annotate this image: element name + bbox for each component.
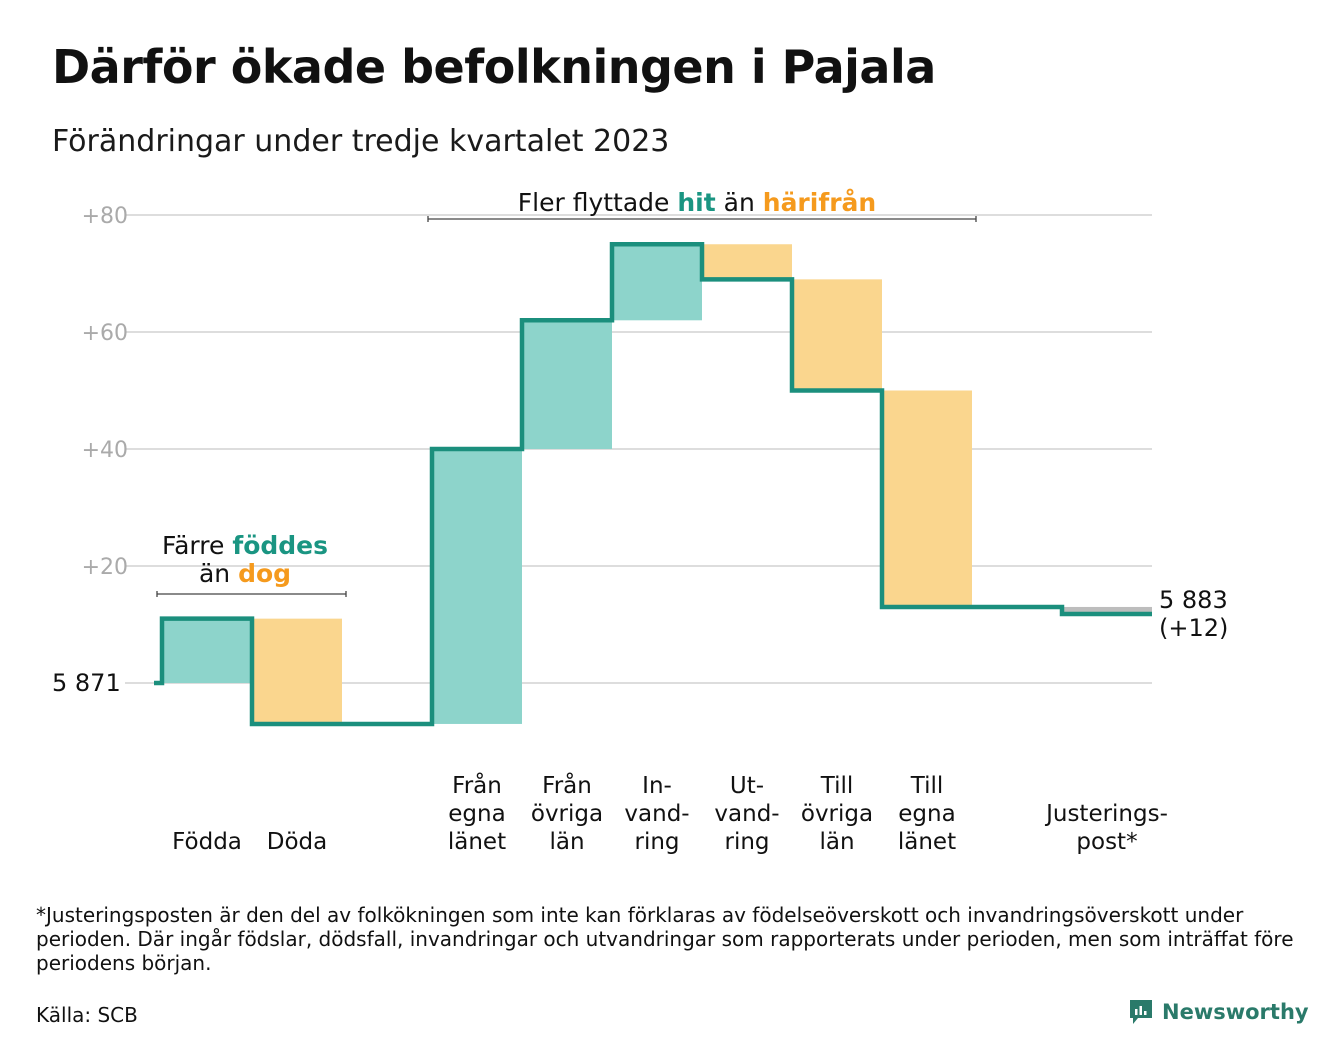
footnote: *Justeringsposten är den del av folkökni… bbox=[36, 903, 1294, 975]
births-annotation-line1: Färre föddes bbox=[162, 531, 328, 560]
waterfall-bar bbox=[1062, 606, 1152, 614]
y-tick-label: +40 bbox=[82, 438, 128, 463]
newsworthy-logo-icon bbox=[1130, 1000, 1152, 1024]
y-tick-label: +80 bbox=[82, 204, 128, 229]
category-label: Födda bbox=[172, 829, 242, 855]
population-step-line bbox=[154, 242, 1152, 727]
waterfall-bar bbox=[522, 320, 612, 449]
line-layer bbox=[154, 242, 1152, 727]
waterfall-bar bbox=[252, 618, 342, 724]
category-label: Till egna länet bbox=[898, 773, 956, 855]
category-label: Från egna länet bbox=[448, 771, 506, 855]
migration-annotation: Fler flyttade hit än härifrån bbox=[518, 188, 876, 217]
waterfall-chart: +20 +40 +60 +80 Födda Döda Från egna länet Från ö… bbox=[52, 188, 1228, 855]
bar-layer bbox=[162, 244, 1152, 724]
category-label: In-vand-ring bbox=[624, 773, 689, 855]
chart-subtitle: Förändringar under tredje kvartalet 2023 bbox=[52, 124, 670, 159]
waterfall-bar bbox=[162, 618, 252, 683]
end-value-label: 5 883 bbox=[1159, 586, 1228, 614]
waterfall-bar bbox=[702, 244, 792, 280]
chart-title: Därför ökade befolkningen i Pajala bbox=[52, 40, 936, 94]
waterfall-bar bbox=[432, 449, 522, 724]
label-layer: Födda Döda Från egna länet Från övriga län In-va… bbox=[52, 586, 1228, 855]
source-note: Källa: SCB bbox=[36, 1003, 138, 1027]
y-tick-label: +60 bbox=[82, 321, 128, 346]
waterfall-bar bbox=[882, 390, 972, 607]
category-label: Från övriga län bbox=[531, 771, 603, 855]
newsworthy-logo: Newsworthy bbox=[1128, 998, 1309, 1026]
end-change-label: (+12) bbox=[1159, 614, 1228, 642]
category-label: Ut-vand-ring bbox=[714, 773, 779, 855]
newsworthy-logo-text: Newsworthy bbox=[1162, 1000, 1309, 1024]
category-label: Till övriga län bbox=[801, 773, 873, 855]
category-label: Justerings-post* bbox=[1044, 801, 1168, 855]
y-tick-label: +20 bbox=[82, 555, 128, 580]
waterfall-bar bbox=[792, 279, 882, 391]
category-label: Döda bbox=[267, 829, 327, 855]
waterfall-bar bbox=[612, 244, 702, 321]
start-value-label: 5 871 bbox=[52, 669, 121, 697]
births-annotation-line2: än dog bbox=[199, 559, 291, 588]
